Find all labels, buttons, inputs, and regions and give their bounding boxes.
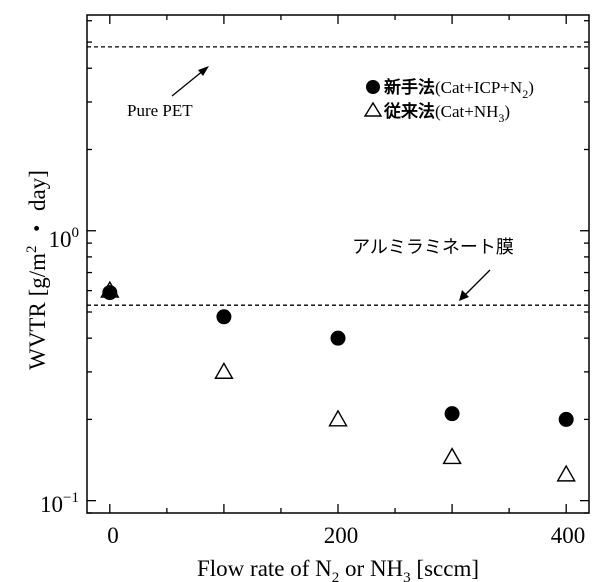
x-tick-label-200: 200 [324, 523, 359, 548]
point-conventional-100 [214, 361, 234, 379]
point-conventional-0 [100, 280, 120, 298]
point-new-method-300 [444, 406, 460, 422]
pure-pet-arrow [171, 69, 205, 97]
point-conventional-200 [328, 409, 348, 427]
point-new-method-400 [558, 411, 574, 427]
y-tick-label-0-1: 10−1 [40, 490, 79, 517]
x-axis-label: Flow rate of N2 or NH3 [sccm] [197, 556, 479, 582]
aluminum-laminate-arrow [463, 269, 491, 297]
legend-marker-new-method [366, 80, 380, 94]
x-tick-label-0: 0 [107, 523, 119, 548]
legend-label-conventional: 従来法(Cat+NH3) [383, 101, 510, 125]
axis-ticks [87, 15, 589, 514]
point-conventional-300 [442, 447, 462, 465]
point-new-method-200 [330, 330, 346, 346]
y-tick-label-1: 100 [49, 225, 80, 252]
aluminum-laminate-label: アルミラミネート膜 [352, 237, 514, 258]
aluminum-laminate-arrowhead [459, 290, 469, 301]
point-new-method-100 [216, 309, 232, 325]
pure-pet-arrowhead [198, 66, 209, 76]
data-points [100, 280, 576, 482]
y-axis-label: WVTR [g/m2 ・ day] [24, 170, 50, 370]
legend-marker-conventional [363, 101, 383, 117]
pure-pet-label: Pure PET [127, 101, 193, 120]
x-tick-label-400: 400 [551, 523, 586, 548]
legend-label-new-method: 新手法(Cat+ICP+N2) [384, 77, 534, 101]
point-conventional-400 [556, 464, 576, 482]
